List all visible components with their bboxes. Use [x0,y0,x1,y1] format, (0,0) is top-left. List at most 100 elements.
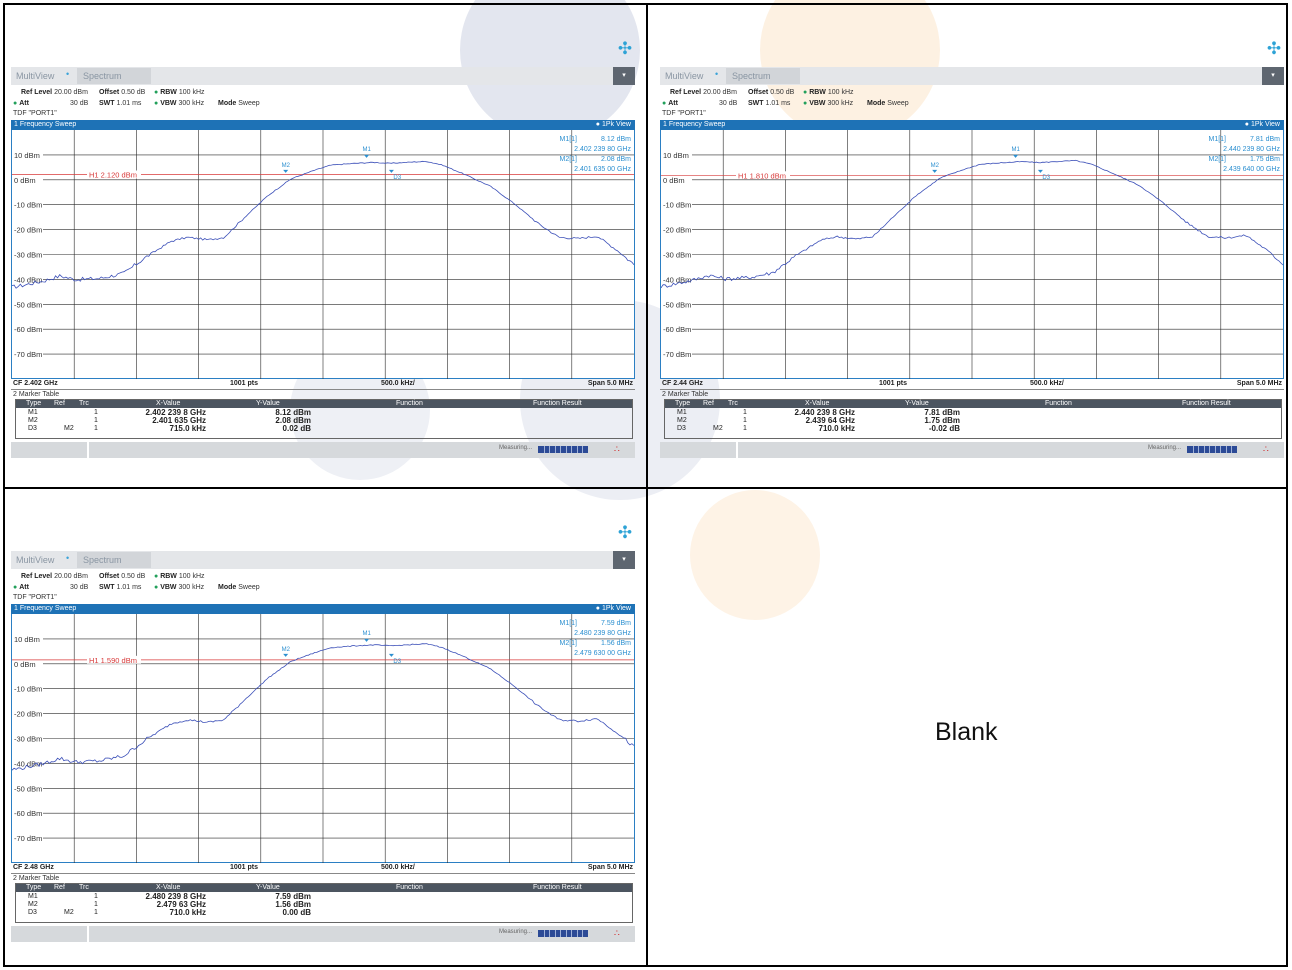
table-header-cell: Type [675,400,691,407]
point-count: 1001 pts [230,380,259,387]
marker-m1-icon[interactable] [364,638,370,642]
table-row[interactable]: M1 1 2.402 239 8 GHz 8.12 dBm [16,409,632,417]
mode: Mode Sweep [218,100,260,107]
menu-button[interactable]: ▾ [613,67,635,85]
swt: SWT 1.01 ms [99,100,142,107]
m1-readout-y: 7.81 dBm [1250,136,1280,143]
att: ● Att [13,584,29,591]
table-header-cell: Trc [728,400,738,407]
marker-tag-d3: D3 [1042,175,1050,181]
progress-bar [538,446,588,453]
table-header-cell: Function Result [533,884,582,891]
y-tick-label: -70 dBm [663,350,691,359]
division: 500.0 kHz/ [1030,380,1064,387]
rbw: ● RBW 100 kHz [154,89,205,96]
app-title: MultiView [16,71,55,81]
status-bar: Measuring... ∴ [660,442,1284,458]
plot-footer: CF 2.48 GHz 1001 pts 500.0 kHz/ Span 5.0… [11,863,635,874]
y-tick-label: -30 dBm [663,251,691,260]
table-header-cell: Y-Value [256,400,280,407]
menu-button[interactable]: ▾ [1262,67,1284,85]
span: Span 5.0 MHz [1236,380,1282,387]
m2-readout-label: M2[1] [1208,156,1226,163]
y-tick-label: -10 dBm [14,201,42,210]
marker-m2-icon[interactable] [283,653,289,657]
table-row[interactable]: M2 1 2.479 63 GHz 1.56 dBm [16,901,632,909]
y-tick-label: 10 dBm [14,151,40,160]
marker-m2-icon[interactable] [283,169,289,173]
plot-svg: 10 dBm 0 dBm -10 dBm -20 dBm -30 dBm -40 dBm -… [661,130,1283,379]
sweep-title: 1 Frequency Sweep [14,121,77,128]
table-cell: D3 [28,425,37,432]
y-tick-label: 10 dBm [663,151,689,160]
spectrum-plot[interactable]: 10 dBm 0 dBm -10 dBm -20 dBm -30 dBm -40 dBm -… [11,614,635,863]
table-cell: M1 [677,409,687,416]
mode: Mode Sweep [218,584,260,591]
mode: Mode Sweep [867,100,909,107]
table-header-cell: Function [396,400,423,407]
table-header-cell: Y-Value [905,400,929,407]
tab-indicator-icon: • [715,69,719,79]
status-bar: Measuring... ∴ [11,442,635,458]
marker-m1-icon[interactable] [364,154,370,158]
vbw: ● VBW 300 kHz [154,100,205,107]
table-row[interactable]: M2 1 2.401 635 GHz 2.08 dBm [16,417,632,425]
y-tick-label: -30 dBm [14,735,42,744]
table-header-cell: Trc [79,400,89,407]
spectrum-plot[interactable]: 10 dBm 0 dBm -10 dBm -20 dBm -30 dBm -40 dBm -… [11,130,635,379]
parameter-block: Ref Level 20.00 dBm Offset 0.50 dB ● RBW… [662,87,1262,109]
table-header-cell: Function Result [1182,400,1231,407]
spectrum-plot[interactable]: 10 dBm 0 dBm -10 dBm -20 dBm -30 dBm -40 dBm -… [660,130,1284,379]
table-header-cell: Ref [703,400,714,407]
division: 500.0 kHz/ [381,864,415,871]
span: Span 5.0 MHz [587,864,633,871]
y-tick-label: -60 dBm [663,325,691,334]
tab-spectrum[interactable]: Spectrum [77,552,151,568]
menu-button[interactable]: ▾ [613,551,635,569]
marker-d3-icon[interactable] [1037,169,1043,173]
table-header-cell: Function [396,884,423,891]
table-row[interactable]: M2 1 2.439 64 GHz 1.75 dBm [665,417,1281,425]
table-header-cell: Ref [54,400,65,407]
table-row[interactable]: D3 M2 1 710.0 kHz 0.00 dB [16,909,632,917]
spectrum-trace [12,643,634,771]
rs-logo-icon: ✣ [617,523,633,542]
marker-d3-icon[interactable] [388,169,394,173]
att-value: 30 dB [70,584,89,591]
marker-d3-icon[interactable] [388,653,394,657]
table-row[interactable]: D3 M2 1 715.0 kHz 0.02 dB [16,425,632,433]
table-header-cell: X-Value [156,884,181,891]
att: ● Att [13,100,29,107]
plot-footer: CF 2.44 GHz 1001 pts 500.0 kHz/ Span 5.0… [660,379,1284,390]
m1-readout-label: M1[1] [1208,136,1226,143]
marker-m1-icon[interactable] [1013,154,1019,158]
vbw: ● VBW 300 kHz [803,100,854,107]
table-cell: 1 [743,425,747,432]
point-count: 1001 pts [879,380,908,387]
tab-indicator-icon: • [66,553,70,563]
table-row[interactable]: M1 1 2.440 239 8 GHz 7.81 dBm [665,409,1281,417]
table-cell: 1.56 dBm [275,900,311,909]
table-header-cell: Type [26,884,42,891]
sweep-title: 1 Frequency Sweep [663,121,726,128]
table-row[interactable]: M1 1 2.480 239 8 GHz 7.59 dBm [16,893,632,901]
table-cell: M1 [28,893,38,900]
att: ● Att [662,100,678,107]
table-cell: 1 [94,425,98,432]
table-row[interactable]: D3 M2 1 710.0 kHz -0.02 dB [665,425,1281,433]
measuring-status: Measuring... [499,929,533,935]
m2-readout-label: M2[1] [559,156,577,163]
table-cell: 0.02 dB [282,424,311,433]
table-header-cell: Ref [54,884,65,891]
tab-spectrum[interactable]: Spectrum [726,68,800,84]
att-value: 30 dB [719,100,738,107]
y-tick-label: -40 dBm [663,275,691,284]
tab-spectrum[interactable]: Spectrum [77,68,151,84]
network-icon: ∴ [614,928,620,938]
offset: Offset 0.50 dB [99,573,146,580]
title-bar: MultiView • Spectrum ▾ [660,67,1284,85]
marker-tag-m2: M2 [282,163,291,169]
m2-readout-y: 1.75 dBm [1250,156,1280,163]
marker-table-header: Type Ref Trc X-Value Y-Value Function Function… [16,400,632,408]
marker-m2-icon[interactable] [932,169,938,173]
